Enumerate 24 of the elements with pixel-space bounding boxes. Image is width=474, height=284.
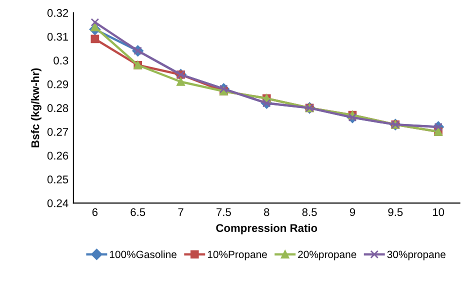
y-tick-label: 0.32 [47, 9, 68, 17]
x-tick-label: 7.5 [216, 208, 231, 216]
y-tick-label: 0.24 [47, 199, 68, 208]
y-tick-label: 0.29 [47, 80, 68, 88]
legend-label: 10%Propane [208, 250, 267, 260]
y-tick-label: 0.26 [47, 152, 68, 160]
y-axis-title: Bsfc (kg/kw-hr) [31, 68, 42, 148]
x-tick-label: 9 [350, 208, 356, 216]
y-tick-label: 0.31 [47, 32, 68, 41]
y-tick-label: 0.3 [54, 56, 68, 64]
x-tick-label: 7 [178, 208, 184, 216]
x-tick-label: 6.5 [130, 208, 146, 216]
legend-label: 100%Gasoline [110, 250, 176, 258]
y-tick-label: 0.28 [47, 104, 68, 112]
x-tick-label: 6 [92, 208, 98, 216]
x-axis-title: Compression Ratio [216, 224, 318, 234]
y-tick-label: 0.27 [47, 128, 68, 136]
legend-label: 30%propane [387, 250, 446, 260]
x-tick-label: 8 [264, 208, 270, 216]
x-tick-label: 10 [432, 208, 444, 216]
y-tick-label: 0.25 [47, 176, 68, 184]
x-tick-label: 9.5 [388, 208, 403, 216]
x-tick-label: 8.5 [302, 208, 317, 216]
legend-label: 20%propane [298, 250, 356, 260]
